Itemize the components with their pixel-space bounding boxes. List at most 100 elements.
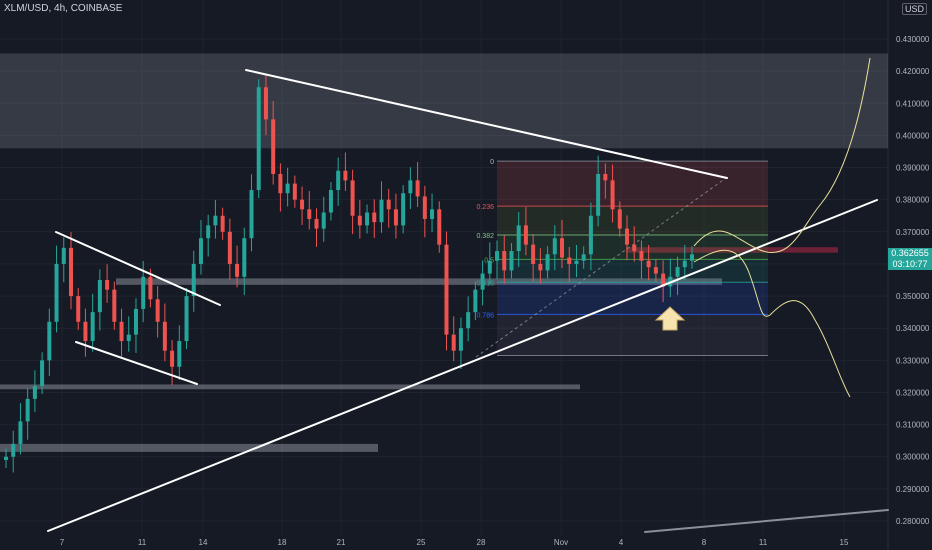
candle-body	[141, 276, 146, 309]
candle-body	[588, 215, 593, 255]
fib-level-label: 0.786	[476, 312, 494, 319]
candle-body	[76, 296, 81, 322]
time-tick-label: 18	[278, 538, 287, 547]
candle-body	[314, 218, 319, 229]
candle-body	[263, 87, 268, 120]
candle-body	[495, 251, 500, 261]
candle-body	[458, 328, 463, 351]
candle-body	[386, 199, 391, 210]
candle-body	[177, 341, 182, 367]
candle-body	[675, 267, 680, 277]
candle-body	[502, 251, 507, 271]
price-tick-label: 0.420000	[896, 67, 930, 76]
candle-body	[632, 244, 637, 252]
candle-body	[372, 212, 377, 223]
price-axis[interactable]	[888, 0, 932, 550]
candle-body	[119, 321, 124, 342]
fib-band	[497, 206, 768, 236]
price-zone	[116, 278, 722, 285]
candle-body	[617, 209, 622, 229]
candle-body	[18, 421, 23, 444]
candle-body	[220, 215, 225, 232]
time-tick-label: 11	[138, 538, 147, 547]
candle-body	[509, 251, 514, 271]
bearish-projection-path	[693, 249, 851, 398]
time-tick-label: 7	[60, 538, 65, 547]
price-tick-label: 0.400000	[896, 131, 930, 140]
candle-body	[256, 87, 261, 191]
candle-body	[25, 398, 30, 422]
candle-body	[285, 183, 290, 194]
candle-body	[523, 225, 528, 245]
fib-band	[497, 161, 768, 207]
candle-body	[54, 263, 59, 322]
currency-button[interactable]: USD	[902, 3, 928, 15]
candle-body	[661, 273, 666, 287]
lower-trend-line	[644, 509, 889, 533]
candle-body	[610, 180, 615, 210]
time-tick-label: Nov	[554, 538, 568, 547]
candle-body	[47, 321, 52, 361]
candle-body	[408, 180, 413, 194]
descending-resistance-line	[245, 69, 728, 179]
candle-body	[162, 321, 167, 351]
candle-body	[437, 209, 442, 245]
fib-level-label: 0.382	[476, 233, 494, 240]
fib-level-label: 0.618	[476, 280, 494, 287]
current-price-tag: 0.362655 03:10:77	[888, 248, 932, 270]
candle-body	[646, 260, 651, 268]
support-resistance-zones	[0, 53, 888, 452]
candle-body	[357, 215, 362, 226]
time-tick-label: 25	[417, 538, 426, 547]
candle-body	[444, 244, 449, 335]
candle-body	[278, 173, 283, 194]
candle-body	[581, 254, 586, 261]
candle-body	[4, 456, 8, 460]
candle-body	[155, 299, 160, 322]
fib-band	[497, 259, 768, 283]
time-tick-label: 4	[619, 538, 624, 547]
grid	[0, 0, 888, 535]
candle-body	[574, 260, 579, 264]
price-tick-label: 0.350000	[896, 292, 930, 301]
candle-body	[415, 180, 420, 197]
time-axis-labels: 7 11 14 18 21 25 28 Nov 4 8 11 15	[60, 538, 849, 547]
price-zone	[626, 247, 838, 253]
candlesticks	[4, 74, 694, 473]
candle-body	[480, 273, 485, 290]
candle-body	[40, 360, 45, 387]
candle-body	[90, 312, 95, 342]
time-tick-label: 21	[337, 538, 346, 547]
price-tick-label: 0.290000	[896, 485, 930, 494]
fib-band	[497, 314, 768, 356]
candle-body	[242, 238, 247, 277]
candle-body	[68, 247, 73, 297]
candle-body	[653, 267, 658, 274]
price-tick-label: 0.340000	[896, 324, 930, 333]
price-tick-label: 0.330000	[896, 356, 930, 365]
time-tick-label: 28	[477, 538, 486, 547]
ascending-support-line	[47, 199, 878, 532]
candle-body	[321, 212, 326, 229]
price-tick-label: 0.390000	[896, 164, 930, 173]
candle-body	[379, 199, 384, 223]
candle-body	[227, 231, 232, 264]
candle-body	[401, 193, 406, 226]
time-tick-label: 8	[702, 538, 707, 547]
candle-body	[552, 238, 557, 255]
fib-level-label: 0	[490, 159, 494, 166]
candle-body	[531, 244, 536, 264]
current-price: 0.362655	[891, 248, 929, 258]
candle-body	[213, 215, 218, 226]
candle-body	[682, 260, 687, 268]
fib-level-label: 0.236	[476, 204, 494, 211]
candle-body	[97, 280, 102, 313]
candle-body	[365, 212, 370, 226]
candle-body	[83, 321, 88, 342]
candle-body	[112, 289, 117, 322]
candle-body	[133, 308, 138, 335]
candle-body	[126, 334, 131, 342]
candle-body	[184, 296, 189, 342]
candle-body	[271, 119, 276, 174]
